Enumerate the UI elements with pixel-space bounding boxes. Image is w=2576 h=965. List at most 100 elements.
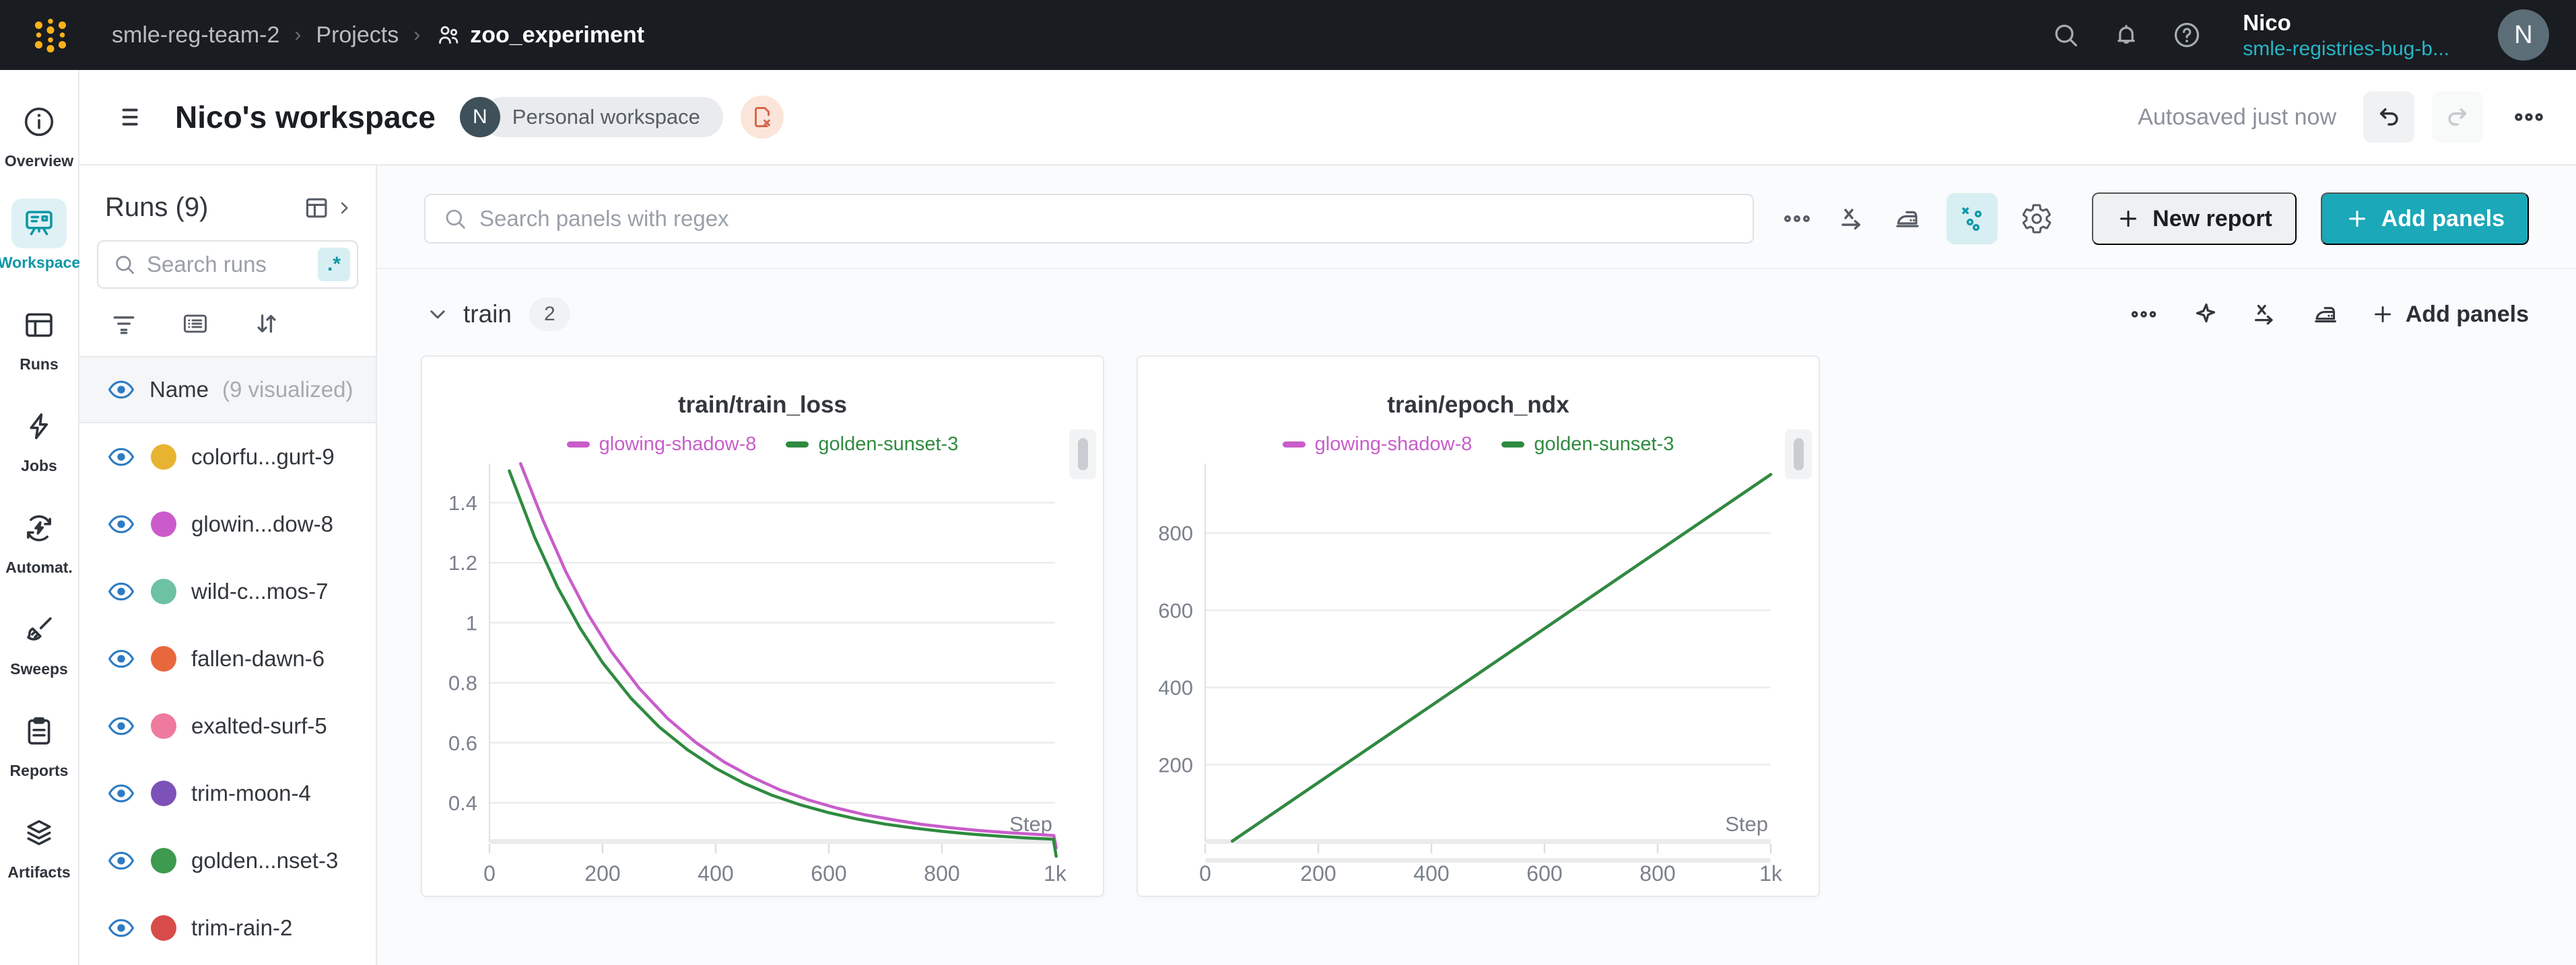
workspace-overflow-menu-icon[interactable]	[2511, 100, 2546, 135]
run-name[interactable]: trim-moon-4	[191, 781, 311, 806]
runs-table-icon[interactable]	[303, 193, 333, 223]
runs-search-input[interactable]	[137, 252, 318, 277]
svg-text:1k: 1k	[1044, 861, 1067, 886]
breadcrumb-projects[interactable]: Projects	[316, 22, 399, 48]
sort-icon[interactable]	[252, 309, 281, 338]
x-axis-settings-icon[interactable]	[2249, 299, 2280, 330]
line-chart-train-loss[interactable]: 0.4 0.6 0.8 1 1.2 1.4 0 200 400 600 800 1k Step	[422, 458, 1103, 892]
redo-button[interactable]	[2432, 92, 2483, 143]
visualized-count: (9 visualized)	[222, 377, 353, 402]
runs-name-header[interactable]: Name (9 visualized)	[79, 356, 376, 423]
visibility-eye-icon[interactable]	[106, 509, 136, 539]
run-row[interactable]: fallen-dawn-6	[79, 625, 376, 692]
visibility-eye-icon[interactable]	[106, 779, 136, 808]
section-name[interactable]: train	[463, 300, 512, 328]
run-row[interactable]: wild-c...mos-7	[79, 558, 376, 625]
run-row[interactable]: trim-moon-4	[79, 760, 376, 827]
sidebar-item-workspace[interactable]: Workspace	[0, 199, 80, 272]
visibility-eye-icon[interactable]	[106, 577, 136, 606]
breadcrumb-project[interactable]: zoo_experiment	[435, 22, 644, 48]
panel-search	[424, 194, 1755, 244]
panel-drag-handle[interactable]	[1069, 429, 1096, 479]
plus-icon	[2374, 306, 2391, 322]
run-row[interactable]: trim-rain-2	[79, 894, 376, 962]
run-name[interactable]: colorfu...gurt-9	[191, 444, 335, 469]
search-icon[interactable]	[2050, 20, 2081, 50]
run-color-dot	[151, 915, 176, 941]
search-icon	[116, 256, 135, 275]
avatar[interactable]: N	[2498, 9, 2549, 61]
sidebar-item-reports[interactable]: Reports	[10, 707, 68, 780]
filter-icon[interactable]	[109, 309, 139, 338]
section-overflow-menu-icon[interactable]	[2128, 299, 2159, 330]
legend-item[interactable]: golden-sunset-3	[1501, 433, 1674, 456]
breadcrumb-team[interactable]: smle-reg-team-2	[112, 22, 280, 48]
run-name[interactable]: glowin...dow-8	[191, 511, 333, 536]
runs-count-title: Runs (9)	[105, 192, 209, 222]
new-report-label: New report	[2153, 205, 2272, 231]
visibility-eye-icon[interactable]	[106, 846, 136, 875]
panel-epoch-ndx[interactable]: train/epoch_ndx glowing-shadow-8 golden-s…	[1137, 355, 1820, 897]
toolbar-overflow-menu-icon[interactable]	[1781, 203, 1813, 235]
svg-text:0.4: 0.4	[448, 791, 477, 815]
workspace-settings-gear-icon[interactable]	[2021, 203, 2053, 235]
sidebar-item-jobs[interactable]: Jobs	[11, 402, 67, 475]
svg-text:400: 400	[698, 861, 733, 886]
run-name[interactable]: wild-c...mos-7	[191, 579, 329, 604]
run-color-dot	[151, 848, 176, 873]
new-report-button[interactable]: New report	[2092, 192, 2297, 245]
wandb-logo[interactable]	[27, 11, 74, 59]
run-name[interactable]: fallen-dawn-6	[191, 646, 325, 671]
sparkle-pin-icon[interactable]	[2189, 299, 2220, 330]
x-axis-settings-icon[interactable]	[1836, 203, 1868, 235]
run-color-dot	[151, 781, 176, 806]
legend-item[interactable]: glowing-shadow-8	[566, 433, 756, 456]
visibility-eye-icon[interactable]	[106, 442, 136, 472]
visibility-eye-icon[interactable]	[106, 913, 136, 943]
run-row[interactable]: golden...nset-3	[79, 827, 376, 894]
notifications-bell-icon[interactable]	[2111, 20, 2142, 50]
section-add-panels-button[interactable]: Add panels	[2371, 301, 2529, 328]
run-row[interactable]: glowin...dow-8	[79, 491, 376, 558]
panel-train-loss[interactable]: train/train_loss glowing-shadow-8 golden-…	[421, 355, 1104, 897]
sidebar-item-sweeps[interactable]: Sweeps	[10, 605, 68, 678]
run-name[interactable]: exalted-surf-5	[191, 713, 327, 738]
autosave-status: Autosaved just now	[2138, 104, 2336, 130]
run-row[interactable]: exalted-surf-5	[79, 692, 376, 760]
visibility-eye-icon[interactable]	[106, 375, 136, 404]
group-settings-icon[interactable]	[180, 309, 210, 338]
breadcrumb: smle-reg-team-2 › Projects › zoo_experim…	[112, 22, 644, 48]
panels-workspace: New report Add panels train 2	[377, 166, 2576, 965]
help-icon[interactable]	[2171, 20, 2202, 50]
add-panels-button[interactable]: Add panels	[2320, 192, 2529, 245]
collapse-section-chevron-icon[interactable]	[424, 301, 451, 328]
sidebar-item-overview[interactable]: Overview	[5, 97, 73, 170]
line-chart-epoch-ndx[interactable]: 200 400 600 800 0 200 400 600 800 1k Step	[1138, 458, 1819, 892]
clear-workspace-icon[interactable]	[740, 96, 784, 139]
expand-table-chevron-icon[interactable]	[333, 193, 355, 223]
legend-item[interactable]: golden-sunset-3	[786, 433, 958, 456]
panel-legend: glowing-shadow-8 golden-sunset-3	[1138, 433, 1819, 456]
add-panels-label: Add panels	[2381, 205, 2505, 231]
undo-button[interactable]	[2363, 92, 2414, 143]
smoothing-iron-icon[interactable]	[2310, 299, 2341, 330]
svg-text:1k: 1k	[1759, 861, 1783, 886]
regex-toggle[interactable]: .*	[317, 248, 350, 281]
user-menu[interactable]: Nico smle-registries-bug-b...	[2243, 9, 2449, 62]
sampled-data-toggle[interactable]	[1946, 193, 1998, 244]
legend-run-name: golden-sunset-3	[1534, 433, 1674, 455]
panel-drag-handle[interactable]	[1785, 429, 1812, 479]
sidebar-item-automat[interactable]: Automat.	[5, 503, 73, 577]
hamburger-menu-icon[interactable]	[117, 102, 148, 133]
visibility-eye-icon[interactable]	[106, 711, 136, 741]
run-name[interactable]: golden...nset-3	[191, 848, 339, 873]
smoothing-iron-icon[interactable]	[1891, 203, 1924, 235]
panel-search-input[interactable]	[469, 206, 1737, 231]
sidebar-item-label: Overview	[4, 152, 74, 170]
visibility-eye-icon[interactable]	[106, 644, 136, 674]
run-row[interactable]: colorfu...gurt-9	[79, 423, 376, 491]
sidebar-item-artifacts[interactable]: Artifacts	[7, 808, 71, 882]
run-name[interactable]: trim-rain-2	[191, 915, 293, 940]
sidebar-item-runs[interactable]: Runs	[11, 300, 67, 373]
legend-item[interactable]: glowing-shadow-8	[1282, 433, 1472, 456]
